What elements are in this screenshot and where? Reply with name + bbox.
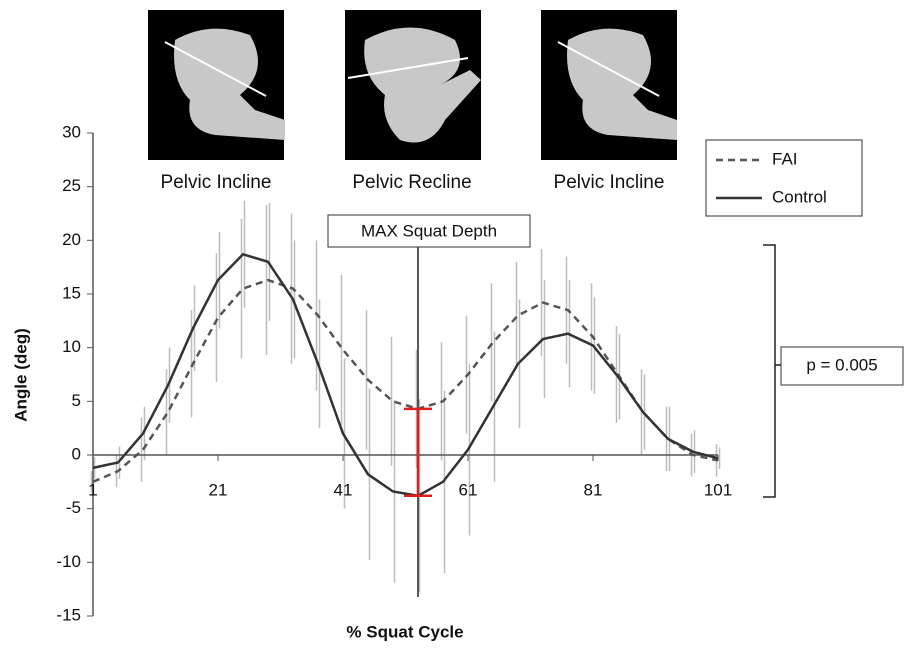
x-tick-label: 61	[459, 480, 478, 499]
phase-label: Pelvic Incline	[554, 172, 665, 193]
x-tick-label: 41	[334, 480, 353, 499]
series-line	[93, 280, 718, 482]
x-tick-label: 81	[584, 480, 603, 499]
x-tick-label: 21	[209, 480, 228, 499]
legend-label: Control	[772, 187, 827, 206]
y-tick-label: -15	[56, 605, 81, 624]
x-axis-title: % Squat Cycle	[346, 622, 463, 641]
depth-label: MAX Squat Depth	[361, 221, 497, 240]
y-tick-label: 10	[62, 337, 81, 356]
chart: Pelvic Incline Pelvic Recline Pelvic Inc…	[0, 0, 906, 648]
y-tick-label: 30	[62, 122, 81, 141]
x-tick-label: 1	[88, 480, 97, 499]
y-tick-label: -10	[56, 552, 81, 571]
y-tick-label: -5	[66, 498, 81, 517]
phase-label: Pelvic Recline	[352, 172, 471, 193]
y-tick-label: 25	[62, 176, 81, 195]
phase-images	[148, 10, 677, 160]
y-tick-label: 20	[62, 230, 81, 249]
x-tick-label: 101	[704, 480, 732, 499]
legend-label: FAI	[772, 149, 798, 168]
p-value: p = 0.005	[806, 355, 877, 374]
phase-label: Pelvic Incline	[161, 172, 272, 193]
y-tick-label: 5	[72, 391, 81, 410]
y-tick-label: 0	[72, 444, 81, 463]
y-axis-title: Angle (deg)	[11, 328, 30, 422]
y-tick-label: 15	[62, 283, 81, 302]
